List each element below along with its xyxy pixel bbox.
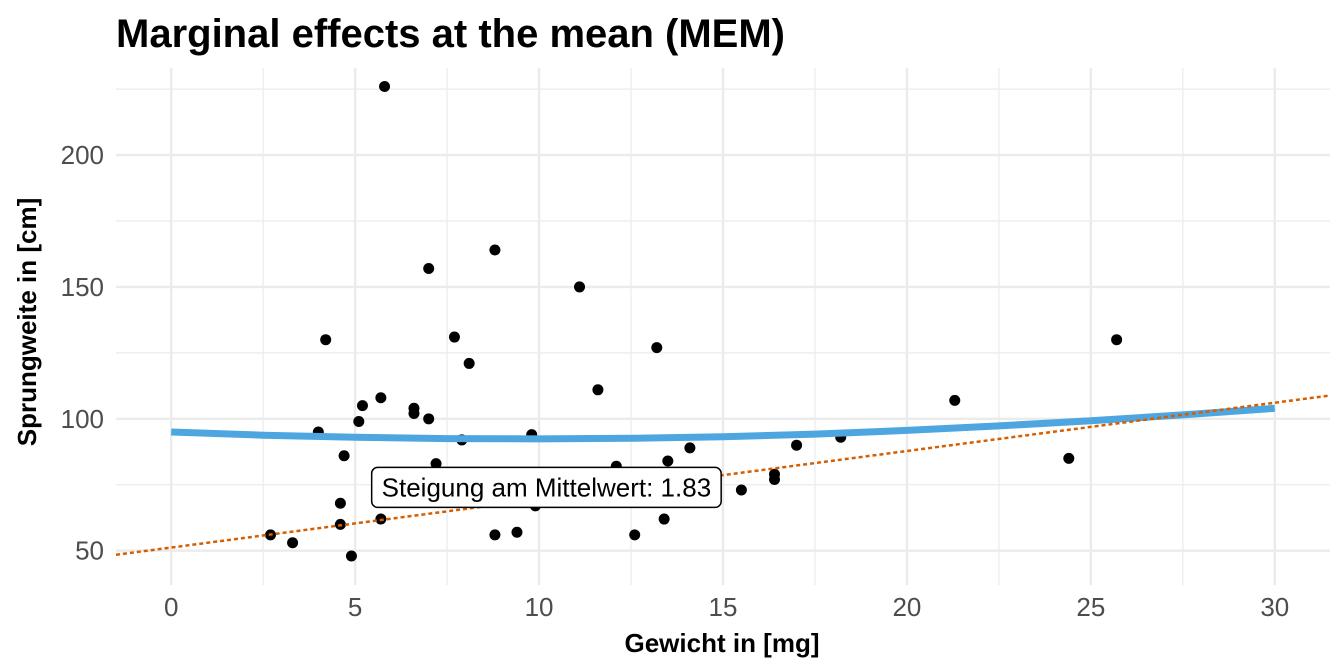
data-point xyxy=(345,550,357,562)
y-tick-label: 100 xyxy=(61,404,104,434)
x-tick-label: 15 xyxy=(709,592,738,622)
data-point xyxy=(735,484,747,496)
data-point xyxy=(658,513,670,525)
chart-title: Marginal effects at the mean (MEM) xyxy=(116,12,785,56)
fitted-curve xyxy=(171,404,1276,443)
y-tick-label: 200 xyxy=(61,140,104,170)
data-point xyxy=(791,439,803,451)
data-point xyxy=(356,400,368,412)
x-axis-title: Gewicht in [mg] xyxy=(625,628,820,658)
data-point xyxy=(430,458,442,470)
x-tick-labels: 0 5 10 15 20 25 30 xyxy=(164,592,1289,622)
data-point xyxy=(379,80,391,92)
y-axis-title: Sprungweite in [cm] xyxy=(12,198,42,446)
annotation-box xyxy=(370,466,722,509)
y-tick-labels: 50 100 150 200 xyxy=(61,140,104,566)
data-point xyxy=(338,450,350,462)
data-point xyxy=(949,394,961,406)
y-tick-label: 150 xyxy=(61,272,104,302)
y-tick-label: 50 xyxy=(75,536,104,566)
data-point xyxy=(662,455,674,467)
x-tick-label: 20 xyxy=(892,592,921,622)
x-tick-label: 30 xyxy=(1260,592,1289,622)
data-point xyxy=(320,334,332,346)
x-tick-label: 25 xyxy=(1076,592,1105,622)
data-point xyxy=(511,526,523,538)
annotation-text: Steigung am Mittelwert: 1.83 xyxy=(382,472,712,502)
data-point xyxy=(769,473,781,485)
data-point xyxy=(423,413,435,425)
data-point xyxy=(463,357,475,369)
data-point xyxy=(423,262,435,274)
data-point xyxy=(353,415,365,427)
data-point xyxy=(334,497,346,509)
annotation-label: Steigung am Mittelwert: 1.83 xyxy=(370,466,722,509)
data-point xyxy=(592,384,604,396)
x-tick-label: 5 xyxy=(348,592,362,622)
data-point xyxy=(448,331,460,343)
data-point xyxy=(375,392,387,404)
data-point xyxy=(629,529,641,541)
grid xyxy=(116,68,1330,585)
data-point xyxy=(651,342,663,354)
data-point xyxy=(489,529,501,541)
data-point xyxy=(1111,334,1123,346)
data-point xyxy=(574,281,586,293)
data-point xyxy=(489,244,501,256)
plot-marks: Steigung am Mittelwert: 1.83 xyxy=(115,80,1331,562)
data-point xyxy=(1063,452,1075,464)
data-point xyxy=(287,537,299,549)
x-tick-label: 10 xyxy=(525,592,554,622)
x-tick-label: 0 xyxy=(164,592,178,622)
data-point xyxy=(408,408,420,420)
data-point xyxy=(684,442,696,454)
tangent-line xyxy=(115,394,1331,557)
